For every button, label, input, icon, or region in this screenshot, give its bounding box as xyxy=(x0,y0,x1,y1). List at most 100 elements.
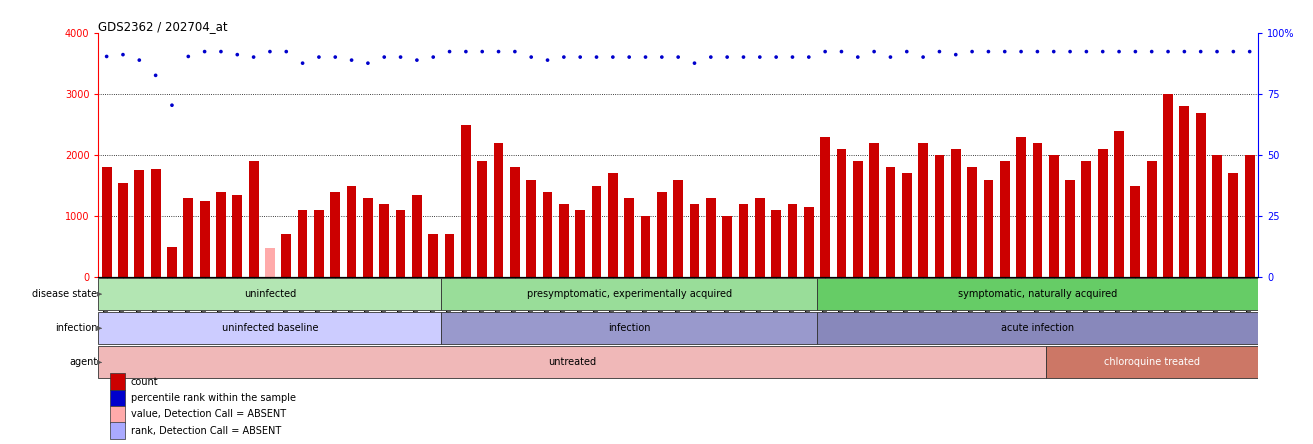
Point xyxy=(814,48,835,55)
FancyBboxPatch shape xyxy=(441,312,817,344)
Bar xyxy=(1098,149,1108,277)
Text: infection: infection xyxy=(608,323,650,333)
Point xyxy=(928,48,949,55)
Point xyxy=(1125,48,1146,55)
Bar xyxy=(1130,186,1140,277)
FancyBboxPatch shape xyxy=(98,278,441,310)
Text: disease state: disease state xyxy=(33,289,97,299)
Point xyxy=(390,54,411,61)
Bar xyxy=(771,210,781,277)
Bar xyxy=(151,169,160,277)
Point xyxy=(537,56,558,63)
Point xyxy=(96,53,117,60)
Bar xyxy=(184,198,193,277)
Point xyxy=(194,48,215,55)
Point xyxy=(618,54,639,61)
FancyBboxPatch shape xyxy=(817,278,1258,310)
Point xyxy=(1239,48,1260,55)
Bar xyxy=(592,186,601,277)
Point xyxy=(864,48,885,55)
Bar xyxy=(755,198,764,277)
Point xyxy=(635,54,656,61)
Bar xyxy=(101,167,112,277)
Point xyxy=(276,48,297,55)
Point xyxy=(357,59,378,67)
Text: uninfected baseline: uninfected baseline xyxy=(222,323,318,333)
Point xyxy=(471,48,492,55)
Point xyxy=(146,72,167,79)
Point xyxy=(847,54,868,61)
Point xyxy=(456,48,477,55)
Text: symptomatic, naturally acquired: symptomatic, naturally acquired xyxy=(957,289,1117,299)
Point xyxy=(831,48,852,55)
Bar xyxy=(110,373,125,390)
Point xyxy=(1044,48,1065,55)
Point xyxy=(700,54,721,61)
Point xyxy=(1207,48,1228,55)
Bar xyxy=(608,174,617,277)
Text: value, Detection Call = ABSENT: value, Detection Call = ABSENT xyxy=(131,409,286,419)
Point xyxy=(243,54,264,61)
Bar xyxy=(461,125,471,277)
Point xyxy=(1075,48,1096,55)
Point xyxy=(553,54,574,61)
Bar xyxy=(951,149,961,277)
Text: uninfected: uninfected xyxy=(244,289,295,299)
Bar xyxy=(983,179,994,277)
Bar xyxy=(674,179,683,277)
Bar xyxy=(331,192,340,277)
Bar xyxy=(248,161,259,277)
Bar xyxy=(509,167,520,277)
Point xyxy=(309,54,330,61)
FancyBboxPatch shape xyxy=(817,312,1258,344)
Point xyxy=(994,48,1015,55)
Bar xyxy=(1115,131,1124,277)
Bar xyxy=(739,204,748,277)
Point xyxy=(291,59,312,67)
Point xyxy=(717,54,738,61)
Bar xyxy=(624,198,634,277)
Point xyxy=(783,54,804,61)
Point xyxy=(374,54,395,61)
Bar xyxy=(1016,137,1025,277)
Bar xyxy=(559,204,569,277)
Point xyxy=(651,54,672,61)
Bar xyxy=(1082,161,1091,277)
Text: untreated: untreated xyxy=(548,357,596,367)
Bar xyxy=(379,204,389,277)
Point xyxy=(1141,48,1162,55)
Point xyxy=(488,48,509,55)
Text: rank, Detection Call = ABSENT: rank, Detection Call = ABSENT xyxy=(131,425,281,436)
Point xyxy=(880,54,901,61)
Point xyxy=(129,56,150,63)
Point xyxy=(913,54,934,61)
Bar xyxy=(968,167,977,277)
Point xyxy=(1222,48,1243,55)
Point xyxy=(1108,48,1129,55)
Bar xyxy=(110,406,125,423)
Bar xyxy=(1229,174,1238,277)
Bar xyxy=(1163,94,1173,277)
Bar xyxy=(1049,155,1058,277)
Point xyxy=(1011,48,1032,55)
Point xyxy=(504,48,525,55)
Bar xyxy=(428,234,439,277)
Bar xyxy=(110,390,125,407)
Bar xyxy=(478,161,487,277)
Bar xyxy=(853,161,863,277)
Point xyxy=(570,54,591,61)
Bar xyxy=(706,198,716,277)
Bar xyxy=(1065,179,1075,277)
Bar xyxy=(821,137,830,277)
Bar xyxy=(1196,112,1205,277)
Bar xyxy=(110,422,125,439)
Bar xyxy=(641,216,650,277)
Bar xyxy=(167,246,177,277)
Bar xyxy=(836,149,847,277)
Bar xyxy=(494,143,503,277)
Bar xyxy=(265,248,274,277)
Bar xyxy=(347,186,356,277)
Point xyxy=(439,48,460,55)
Point xyxy=(897,48,918,55)
Text: agent: agent xyxy=(70,357,97,367)
